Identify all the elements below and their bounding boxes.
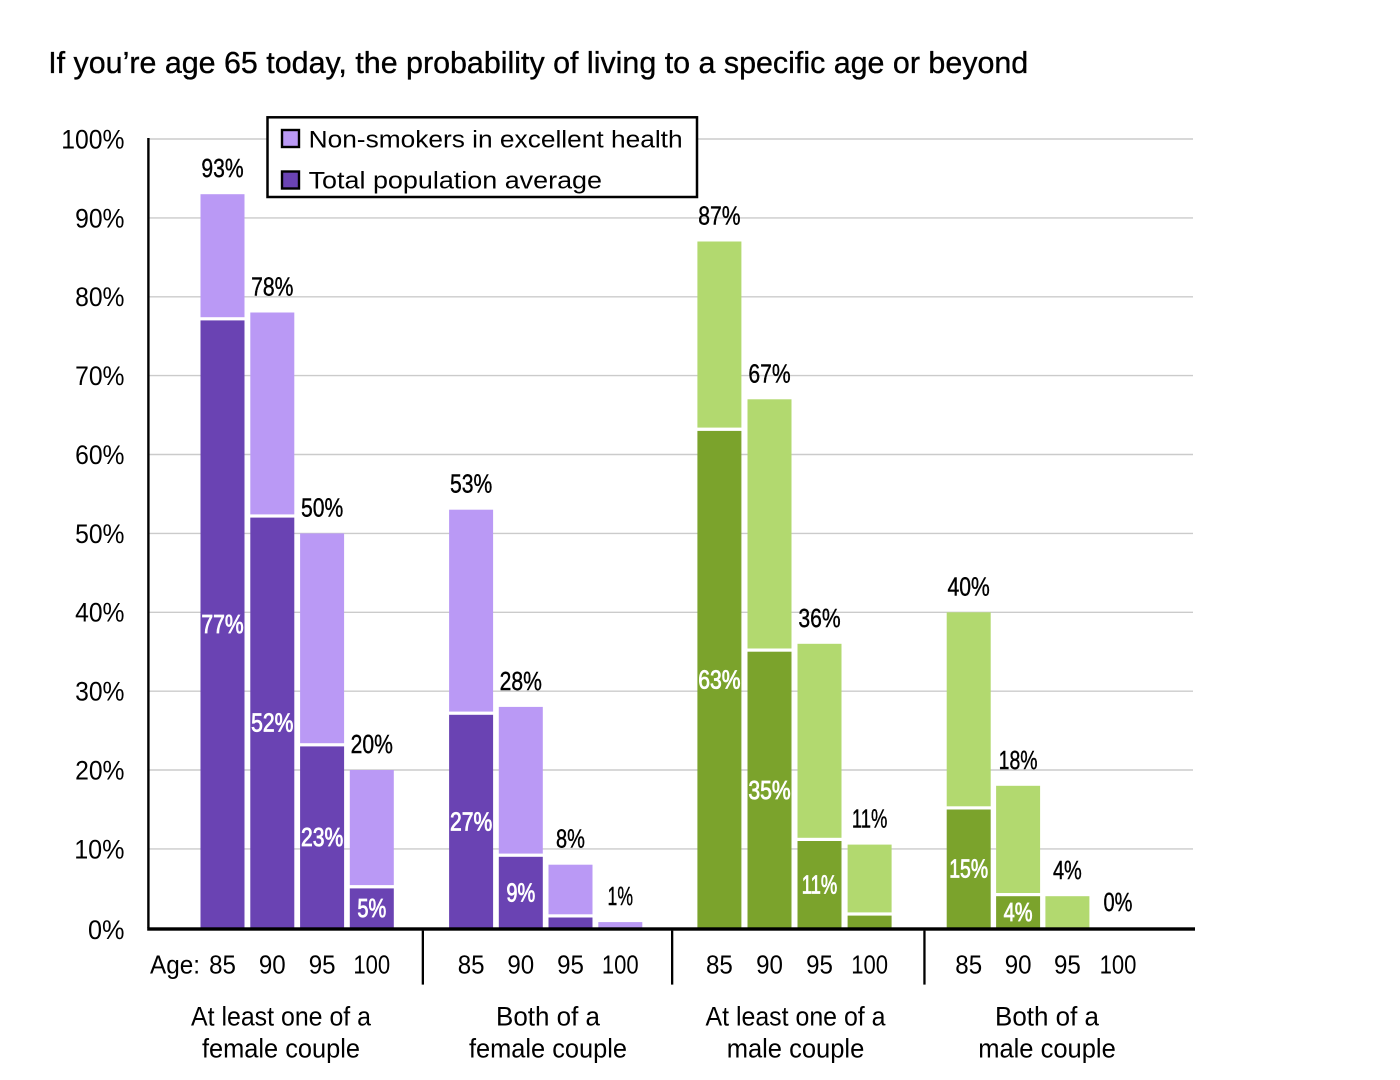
svg-text:36%: 36% [798, 603, 840, 633]
svg-text:60%: 60% [75, 440, 124, 470]
svg-text:4%: 4% [1004, 897, 1033, 927]
svg-text:93%: 93% [201, 153, 243, 183]
svg-text:40%: 40% [948, 571, 990, 601]
svg-text:85: 85 [209, 950, 236, 980]
svg-text:50%: 50% [301, 492, 343, 522]
svg-text:8%: 8% [556, 824, 585, 854]
svg-text:40%: 40% [75, 598, 124, 628]
svg-text:28%: 28% [500, 666, 542, 696]
svg-text:27%: 27% [450, 806, 492, 836]
svg-text:100: 100 [353, 950, 390, 980]
svg-text:35%: 35% [748, 775, 790, 805]
svg-text:30%: 30% [75, 677, 124, 707]
svg-text:87%: 87% [698, 201, 740, 231]
svg-text:53%: 53% [450, 469, 492, 499]
svg-text:67%: 67% [748, 358, 790, 388]
svg-text:female couple: female couple [202, 1033, 360, 1063]
svg-text:female couple: female couple [469, 1033, 627, 1063]
svg-text:100: 100 [602, 950, 639, 980]
svg-text:11%: 11% [802, 869, 838, 899]
svg-text:100: 100 [1100, 950, 1137, 980]
svg-text:90: 90 [259, 950, 286, 980]
svg-text:1%: 1% [608, 881, 634, 911]
svg-text:4%: 4% [1053, 855, 1082, 885]
svg-text:At least one of a: At least one of a [191, 1001, 372, 1031]
svg-text:95: 95 [1054, 950, 1081, 980]
svg-text:5%: 5% [357, 893, 386, 923]
svg-text:100%: 100% [61, 124, 124, 154]
svg-text:Non-smokers in excellent healt: Non-smokers in excellent health [309, 127, 683, 154]
svg-text:90: 90 [507, 950, 534, 980]
svg-text:63%: 63% [698, 664, 740, 694]
svg-text:0%: 0% [88, 915, 125, 945]
svg-text:52%: 52% [251, 708, 293, 738]
svg-text:9%: 9% [506, 877, 535, 907]
svg-text:90: 90 [1005, 950, 1032, 980]
svg-text:95: 95 [806, 950, 833, 980]
svg-text:20%: 20% [351, 729, 393, 759]
svg-text:11%: 11% [852, 804, 888, 834]
svg-text:At least one of a: At least one of a [706, 1001, 887, 1031]
svg-text:23%: 23% [301, 822, 343, 852]
svg-text:95: 95 [557, 950, 584, 980]
svg-text:50%: 50% [75, 519, 124, 549]
svg-text:80%: 80% [75, 282, 124, 312]
svg-text:male couple: male couple [978, 1033, 1116, 1063]
svg-text:85: 85 [458, 950, 485, 980]
svg-text:70%: 70% [75, 361, 124, 391]
svg-text:Both of a: Both of a [995, 1001, 1100, 1031]
svg-text:85: 85 [706, 950, 733, 980]
svg-text:90: 90 [756, 950, 783, 980]
svg-text:85: 85 [955, 950, 982, 980]
svg-text:Both of a: Both of a [496, 1001, 601, 1031]
svg-text:15%: 15% [949, 854, 988, 884]
svg-text:20%: 20% [75, 755, 124, 785]
svg-text:If you’re age 65 today, the pr: If you’re age 65 today, the probability … [48, 45, 1028, 80]
svg-text:10%: 10% [74, 834, 124, 864]
svg-text:Age:: Age: [150, 950, 200, 980]
svg-text:90%: 90% [75, 203, 124, 233]
svg-text:77%: 77% [201, 609, 243, 639]
svg-text:0%: 0% [1104, 887, 1133, 917]
svg-text:male couple: male couple [727, 1033, 865, 1063]
svg-text:18%: 18% [999, 745, 1038, 775]
svg-text:78%: 78% [251, 272, 293, 302]
svg-text:95: 95 [309, 950, 336, 980]
svg-text:Total population average: Total population average [309, 167, 602, 194]
svg-text:100: 100 [851, 950, 888, 980]
